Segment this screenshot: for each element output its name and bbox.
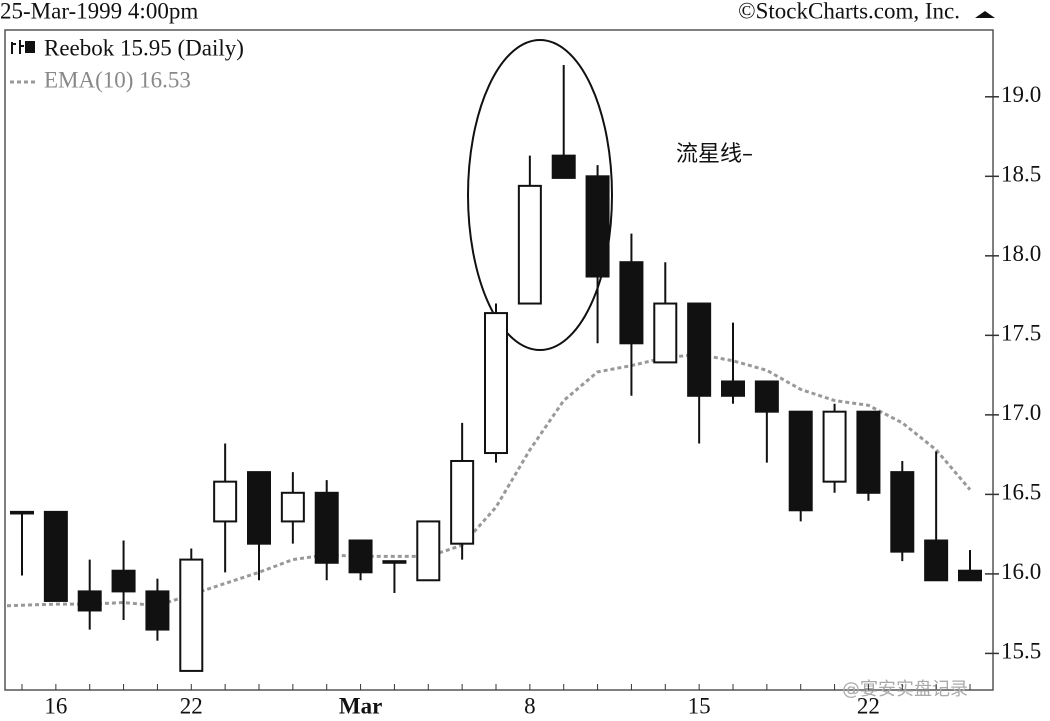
candle-body (585, 175, 610, 278)
y-tick-label: 16.5 (1001, 480, 1041, 505)
y-tick-label: 18.0 (1001, 241, 1041, 266)
candle-body (653, 302, 678, 364)
chart-subtitle: ©StockCharts.com, Inc. (738, 0, 960, 23)
candle-body (890, 471, 915, 553)
candle-body (179, 558, 204, 672)
candle-body (382, 560, 407, 564)
x-tick-label: Mar (339, 693, 382, 716)
candle-body (416, 520, 441, 582)
candle-body (788, 410, 813, 512)
candle-body (77, 590, 102, 612)
candle-body (314, 491, 339, 564)
candle-body (247, 471, 271, 545)
x-tick-label: 15 (688, 693, 711, 716)
y-tick-label: 17.5 (1001, 321, 1041, 346)
candle-body (348, 539, 373, 574)
logo-icon (975, 11, 995, 18)
candle-body (484, 312, 508, 455)
candle-body (10, 510, 34, 515)
chart-title: 25-Mar-1999 4:00pm (0, 0, 198, 23)
candle-body (687, 302, 712, 397)
y-tick-label: 15.5 (1001, 639, 1041, 664)
y-tick-label: 19.0 (1001, 82, 1041, 107)
highlight-ellipse (467, 39, 613, 351)
plot-frame (4, 29, 994, 691)
candle-body (958, 569, 982, 582)
legend: Reebok 15.95 (Daily) EMA(10) 16.53 (10, 35, 244, 92)
candle-body (721, 380, 745, 397)
x-tick-label: 22 (857, 693, 880, 716)
x-tick-label: 22 (180, 693, 203, 716)
candle-body (213, 480, 238, 523)
y-tick-label: 17.0 (1001, 400, 1041, 425)
candle-body (924, 539, 949, 582)
legend-icon (11, 40, 35, 54)
candle-body (43, 510, 68, 602)
candle-body (111, 569, 136, 593)
candle-body (145, 590, 170, 631)
candle-body (619, 261, 644, 345)
ema-line (6, 352, 972, 608)
x-tick-label: 8 (524, 693, 536, 716)
candle-body (754, 380, 779, 413)
candle-body (856, 410, 881, 494)
candle-body (551, 154, 576, 179)
y-tick-label: 18.5 (1001, 162, 1041, 187)
y-tick-label: 16.0 (1001, 559, 1041, 584)
legend-label: Reebok 15.95 (Daily) (44, 35, 244, 60)
candle-body (280, 491, 305, 523)
candle-body (822, 410, 847, 483)
candle-body (450, 459, 475, 545)
candle-body (517, 184, 542, 305)
x-tick-label: 16 (44, 693, 67, 716)
annotation: 流星线– (676, 142, 753, 167)
legend-label: EMA(10) 16.53 (44, 67, 191, 92)
watermark: @宴安实盘记录 (842, 678, 968, 700)
